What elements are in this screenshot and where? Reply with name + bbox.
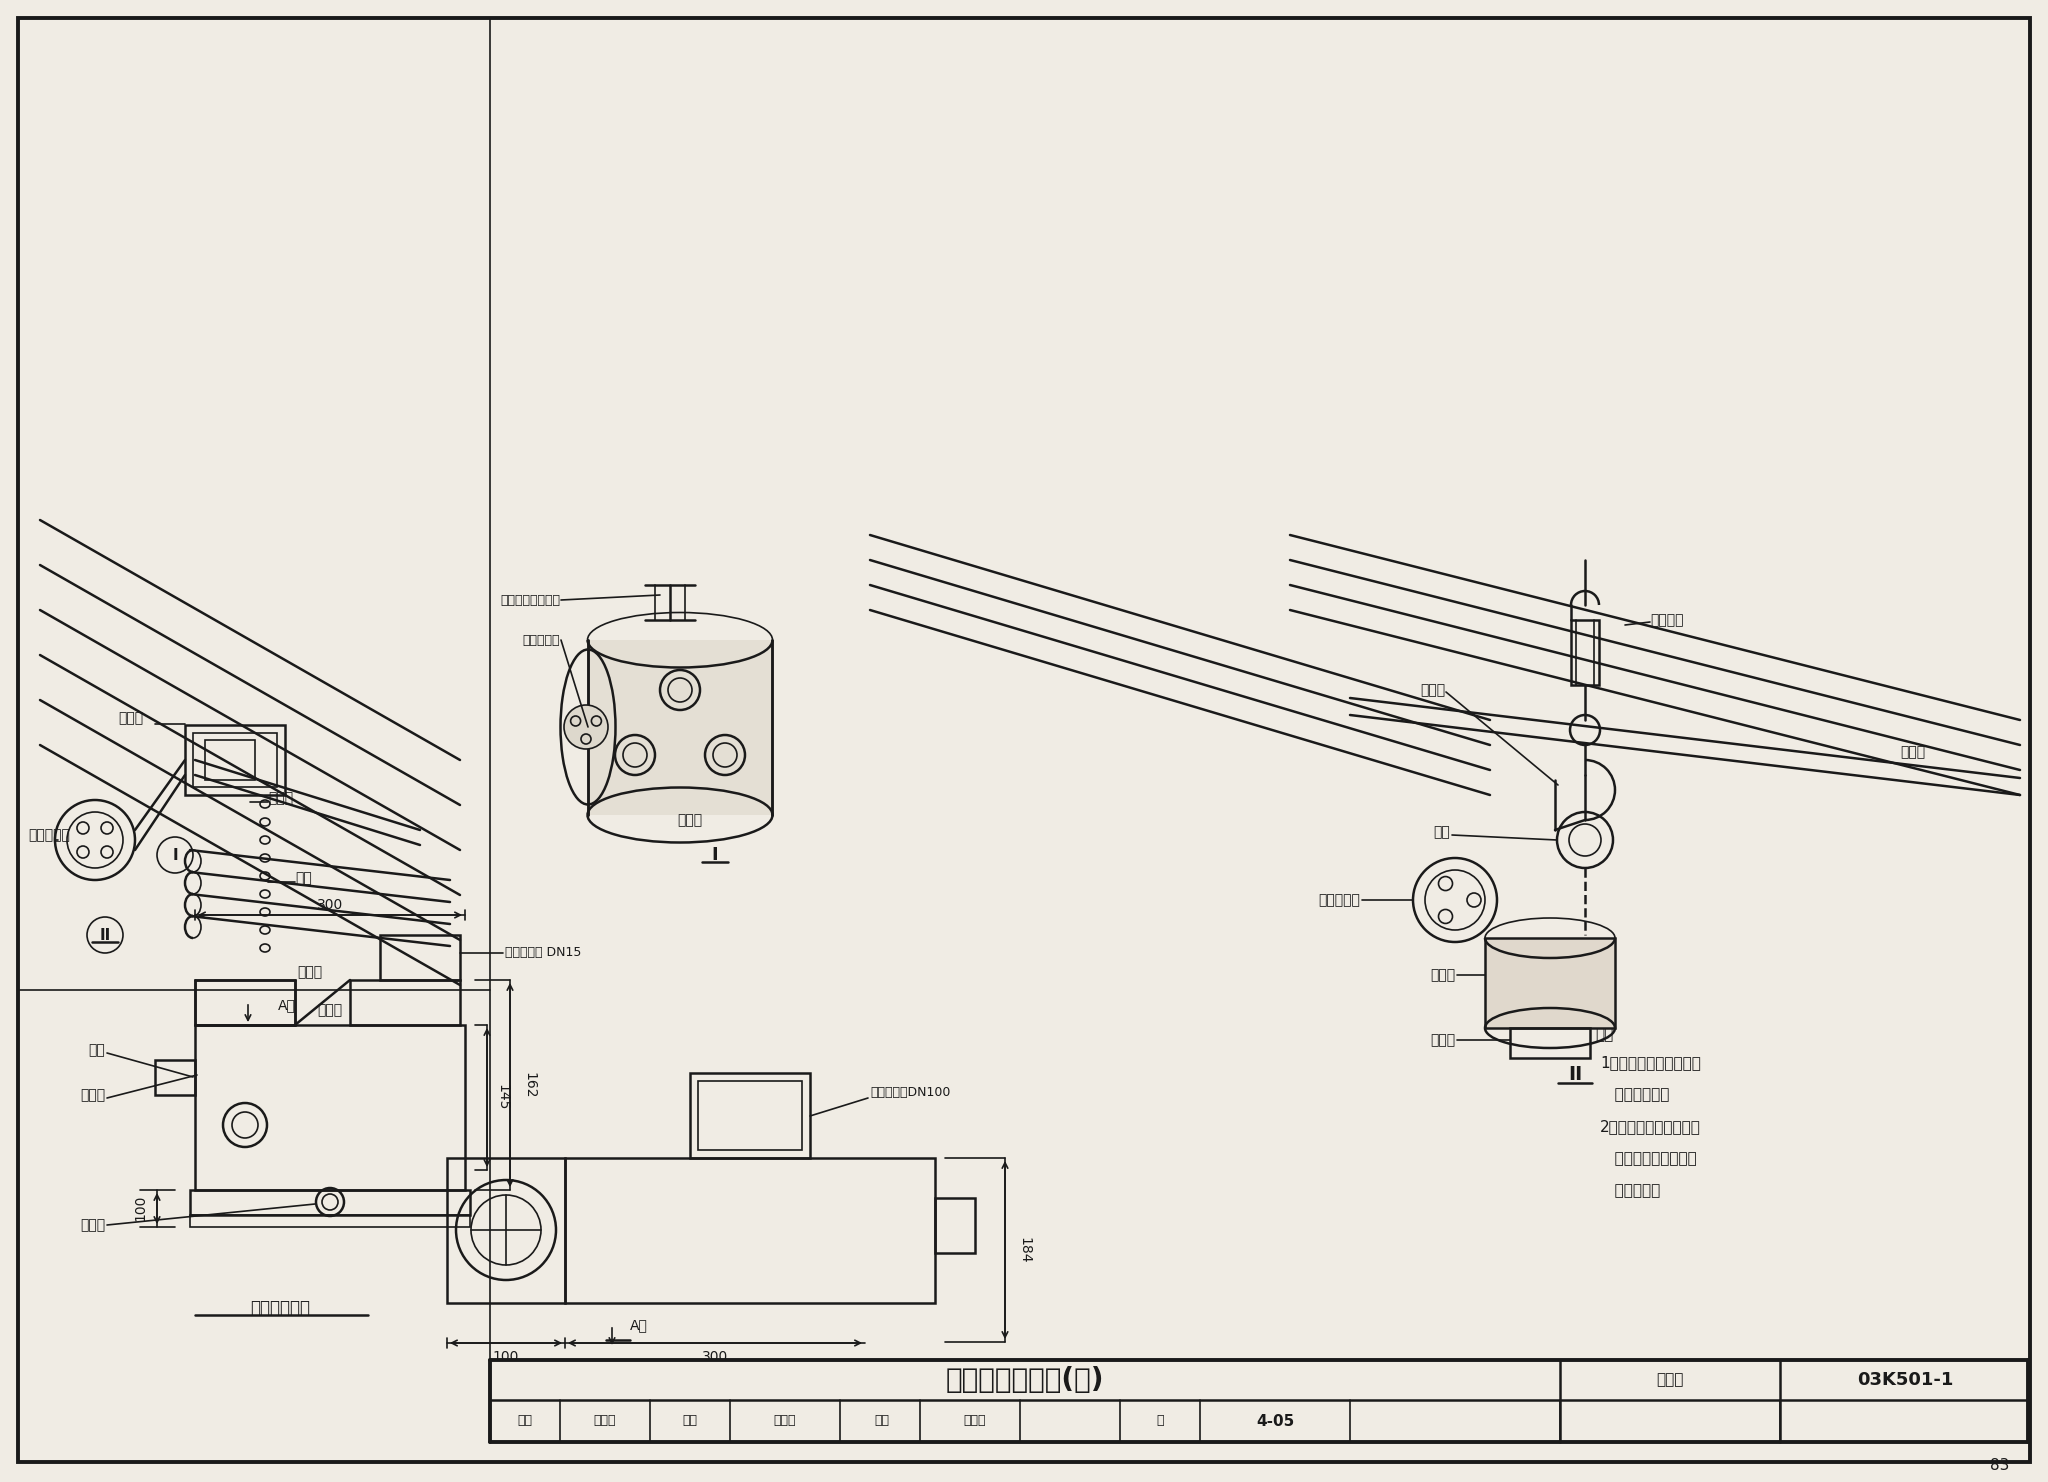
Text: II: II [100,928,111,943]
Text: 白小步: 白小步 [774,1414,797,1427]
Text: 垫片: 垫片 [1434,825,1450,839]
Bar [381,935,461,980]
Text: 03K501-1: 03K501-1 [1858,1371,1954,1389]
Text: I: I [172,848,178,863]
Bar [190,1215,469,1227]
Text: A向: A向 [279,997,295,1012]
Text: 184: 184 [1018,1237,1030,1263]
Text: 末端通风盖: 末端通风盖 [522,633,559,646]
Bar [195,1026,465,1190]
Bar [565,1157,936,1303]
Text: 辐射管: 辐射管 [297,965,324,980]
Text: 162: 162 [522,1071,537,1098]
Bar [193,734,276,787]
Text: 发生器: 发生器 [317,1003,342,1017]
Text: 1、末端通风盖只安装于: 1、末端通风盖只安装于 [1599,1055,1702,1070]
Bar [195,980,295,1026]
Text: 发生器及其安装(一): 发生器及其安装(一) [946,1366,1104,1395]
Text: 100: 100 [133,1194,147,1221]
Text: 2、本图根据北京伯特高: 2、本图根据北京伯特高 [1599,1119,1702,1135]
Text: 校对: 校对 [682,1414,698,1427]
Text: 资料编制。: 资料编制。 [1599,1184,1661,1199]
Text: 戴海洋: 戴海洋 [965,1414,987,1427]
Text: 管接头: 管接头 [1430,1033,1454,1046]
Bar [690,1073,811,1157]
Text: 花篮螺丝: 花篮螺丝 [1651,614,1683,627]
Text: 反射板: 反射板 [268,791,293,805]
Text: II: II [1569,1066,1583,1085]
Bar [184,725,285,794]
Text: 4-05: 4-05 [1255,1414,1294,1429]
Bar [446,1157,565,1303]
Bar [588,640,772,815]
Bar [205,740,256,780]
Bar [1509,1029,1589,1058]
Circle shape [563,705,608,748]
Text: 发生器平面图: 发生器平面图 [250,1300,309,1317]
Text: I: I [713,846,719,864]
Text: 发生器: 发生器 [119,711,143,725]
Bar [190,1190,469,1215]
Text: 末端燃烧室。: 末端燃烧室。 [1599,1088,1669,1103]
Text: 审核: 审核 [518,1414,532,1427]
Text: 反射板: 反射板 [1901,745,1925,759]
Text: 供空气接头DN100: 供空气接头DN100 [870,1086,950,1100]
Bar [1485,938,1616,1029]
Text: 供燃气接头 DN15: 供燃气接头 DN15 [506,947,582,959]
Text: 末端通风盖: 末端通风盖 [1319,894,1360,907]
Text: 注：: 注： [1595,1027,1614,1042]
Bar [936,1197,975,1252]
Text: 吊耳: 吊耳 [88,1043,104,1057]
Text: 100: 100 [494,1350,520,1363]
Text: 燃烧头: 燃烧头 [1419,683,1446,697]
Text: 观察孔: 观察孔 [80,1218,104,1232]
Bar [156,1060,195,1095]
Text: 吊架: 吊架 [295,871,311,885]
Text: A向: A向 [631,1317,647,1332]
Text: 300: 300 [702,1350,729,1363]
Text: 登机电有限公司提供: 登机电有限公司提供 [1599,1152,1696,1166]
Text: 页: 页 [1157,1414,1163,1427]
Bar [698,1080,803,1150]
Text: 83: 83 [1991,1457,2009,1473]
Text: 145: 145 [496,1083,510,1110]
Text: 胡卫卫: 胡卫卫 [594,1414,616,1427]
Text: 末端通风盖固定夹: 末端通风盖固定夹 [500,593,559,606]
Text: 燃烧室: 燃烧室 [678,814,702,827]
Text: 燃烧室: 燃烧室 [80,1088,104,1103]
Text: 设计: 设计 [874,1414,889,1427]
Text: 300: 300 [317,898,344,911]
Bar [1571,619,1599,685]
Bar [350,980,461,1026]
Text: 图集号: 图集号 [1657,1372,1683,1387]
Text: 末端通风盖: 末端通风盖 [29,828,70,842]
Text: 燃烧室: 燃烧室 [1430,968,1454,983]
